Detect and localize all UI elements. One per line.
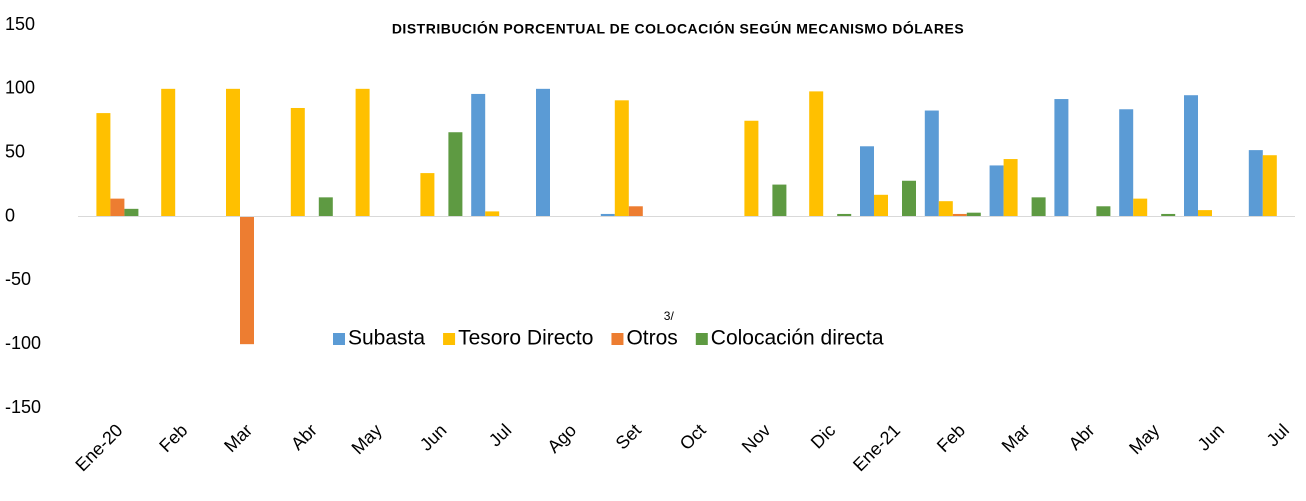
- legend-swatch: [611, 333, 624, 345]
- bar: [110, 198, 125, 217]
- bar: [420, 173, 435, 217]
- bar: [226, 88, 240, 217]
- legend-label: Subasta: [348, 327, 425, 350]
- bar: [874, 194, 888, 217]
- bar: [318, 197, 333, 217]
- legend-label: Otros: [626, 327, 677, 350]
- bar: [952, 213, 967, 217]
- x-tick-label: Jul: [485, 420, 515, 450]
- x-tick-label: Ene-21: [849, 420, 904, 475]
- x-tick-label: Jun: [1194, 420, 1229, 455]
- bar: [938, 201, 953, 217]
- bar: [966, 212, 981, 217]
- bar: [290, 107, 305, 217]
- legend-swatch: [443, 333, 456, 345]
- bar: [600, 213, 615, 217]
- bar: [536, 88, 550, 217]
- bar: [161, 88, 176, 217]
- bar: [837, 213, 852, 217]
- bar: [1133, 198, 1148, 217]
- legend-swatch: [333, 333, 345, 345]
- bar: [772, 184, 787, 217]
- legend-label: Colocación directa: [711, 327, 884, 350]
- bar: [96, 113, 111, 217]
- bar: [485, 211, 500, 217]
- y-tick-label: -50: [5, 269, 31, 289]
- bar: [809, 91, 824, 217]
- bar: [1198, 210, 1212, 217]
- x-tick-label: Dic: [807, 420, 840, 453]
- y-tick-label: 50: [5, 141, 25, 161]
- bar: [1262, 155, 1277, 217]
- bar: [355, 88, 370, 217]
- bar: [124, 208, 139, 217]
- x-tick-label: May: [348, 420, 386, 458]
- x-tick-label: Feb: [933, 420, 969, 456]
- bar: [1184, 95, 1198, 217]
- bar: [471, 93, 486, 217]
- x-tick-label: Ene-20: [71, 420, 126, 475]
- legend-swatch: [695, 333, 708, 345]
- bar: [240, 216, 254, 345]
- bar: [628, 206, 643, 217]
- x-tick-label: Mar: [220, 420, 256, 456]
- bar: [1248, 150, 1263, 217]
- y-tick-label: 100: [5, 78, 35, 98]
- y-tick-label: -100: [5, 333, 41, 353]
- chart-title: DISTRIBUCIÓN PORCENTUAL DE COLOCACIÓN SE…: [392, 20, 964, 37]
- x-tick-label: Jul: [1263, 420, 1293, 450]
- bar: [614, 100, 629, 217]
- y-tick-label: 0: [5, 205, 15, 225]
- bar: [1161, 213, 1176, 217]
- bar: [1096, 206, 1111, 217]
- bar: [1031, 197, 1046, 217]
- x-tick-label: Oct: [676, 420, 710, 454]
- x-tick-label: Abr: [287, 420, 321, 454]
- bar: [924, 110, 939, 217]
- bar: [1119, 109, 1134, 217]
- x-tick-label: Feb: [155, 420, 191, 456]
- x-tick-label: Mar: [998, 420, 1034, 456]
- x-tick-label: Abr: [1065, 420, 1099, 454]
- y-tick-label: 150: [5, 14, 35, 34]
- bar: [860, 146, 874, 217]
- bar: [744, 120, 759, 217]
- bar: [1003, 159, 1018, 217]
- bar: [1054, 99, 1069, 217]
- x-tick-label: Ago: [543, 420, 580, 457]
- x-tick-label: Jun: [416, 420, 451, 455]
- x-tick-label: Set: [612, 420, 645, 453]
- x-tick-label: Nov: [738, 420, 775, 457]
- legend-footnote: 3/: [664, 309, 675, 323]
- bar: [902, 180, 916, 217]
- x-tick-label: May: [1125, 420, 1163, 458]
- bar: [448, 132, 463, 217]
- legend-label: Tesoro Directo: [458, 327, 593, 350]
- bar: [989, 165, 1004, 217]
- y-tick-label: -150: [5, 397, 41, 417]
